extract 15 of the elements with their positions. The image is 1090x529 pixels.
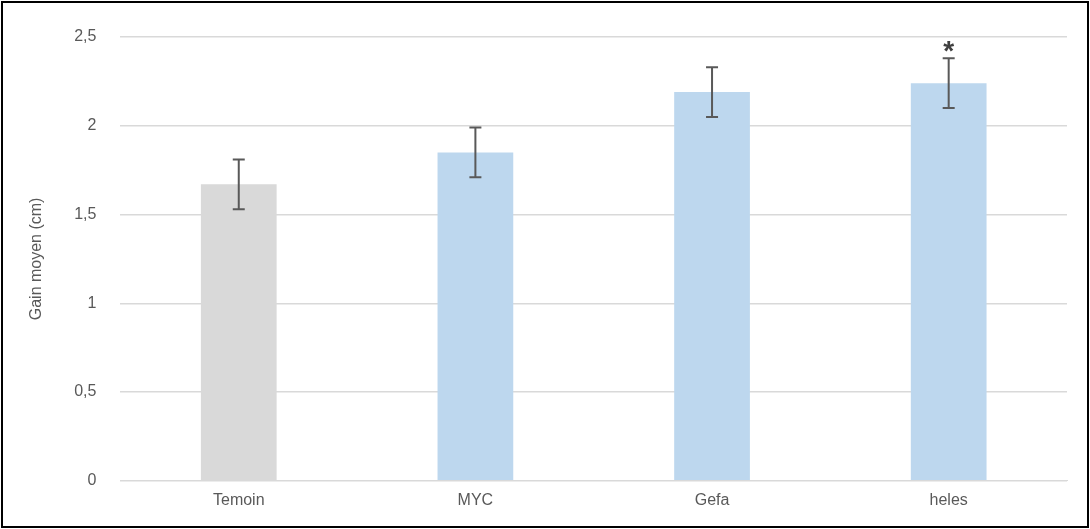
y-tick-label: 0,5	[74, 382, 97, 400]
x-tick-label: Temoin	[212, 490, 265, 508]
y-tick-label: 1,5	[74, 204, 97, 222]
y-tick-label: 1	[87, 293, 97, 311]
x-tick-label: MYC	[457, 490, 494, 508]
y-axis-title: Gain moyen (cm)	[27, 197, 45, 321]
bar	[674, 92, 750, 481]
bar	[910, 83, 987, 481]
y-tick-label: 2	[87, 116, 97, 134]
y-tick-label: 0	[87, 471, 97, 489]
annotation: *	[943, 35, 955, 67]
x-tick-label: Gefa	[694, 490, 730, 508]
y-tick-label: 2,5	[74, 27, 97, 45]
bar	[437, 152, 514, 481]
x-tick-label: heles	[929, 490, 968, 508]
